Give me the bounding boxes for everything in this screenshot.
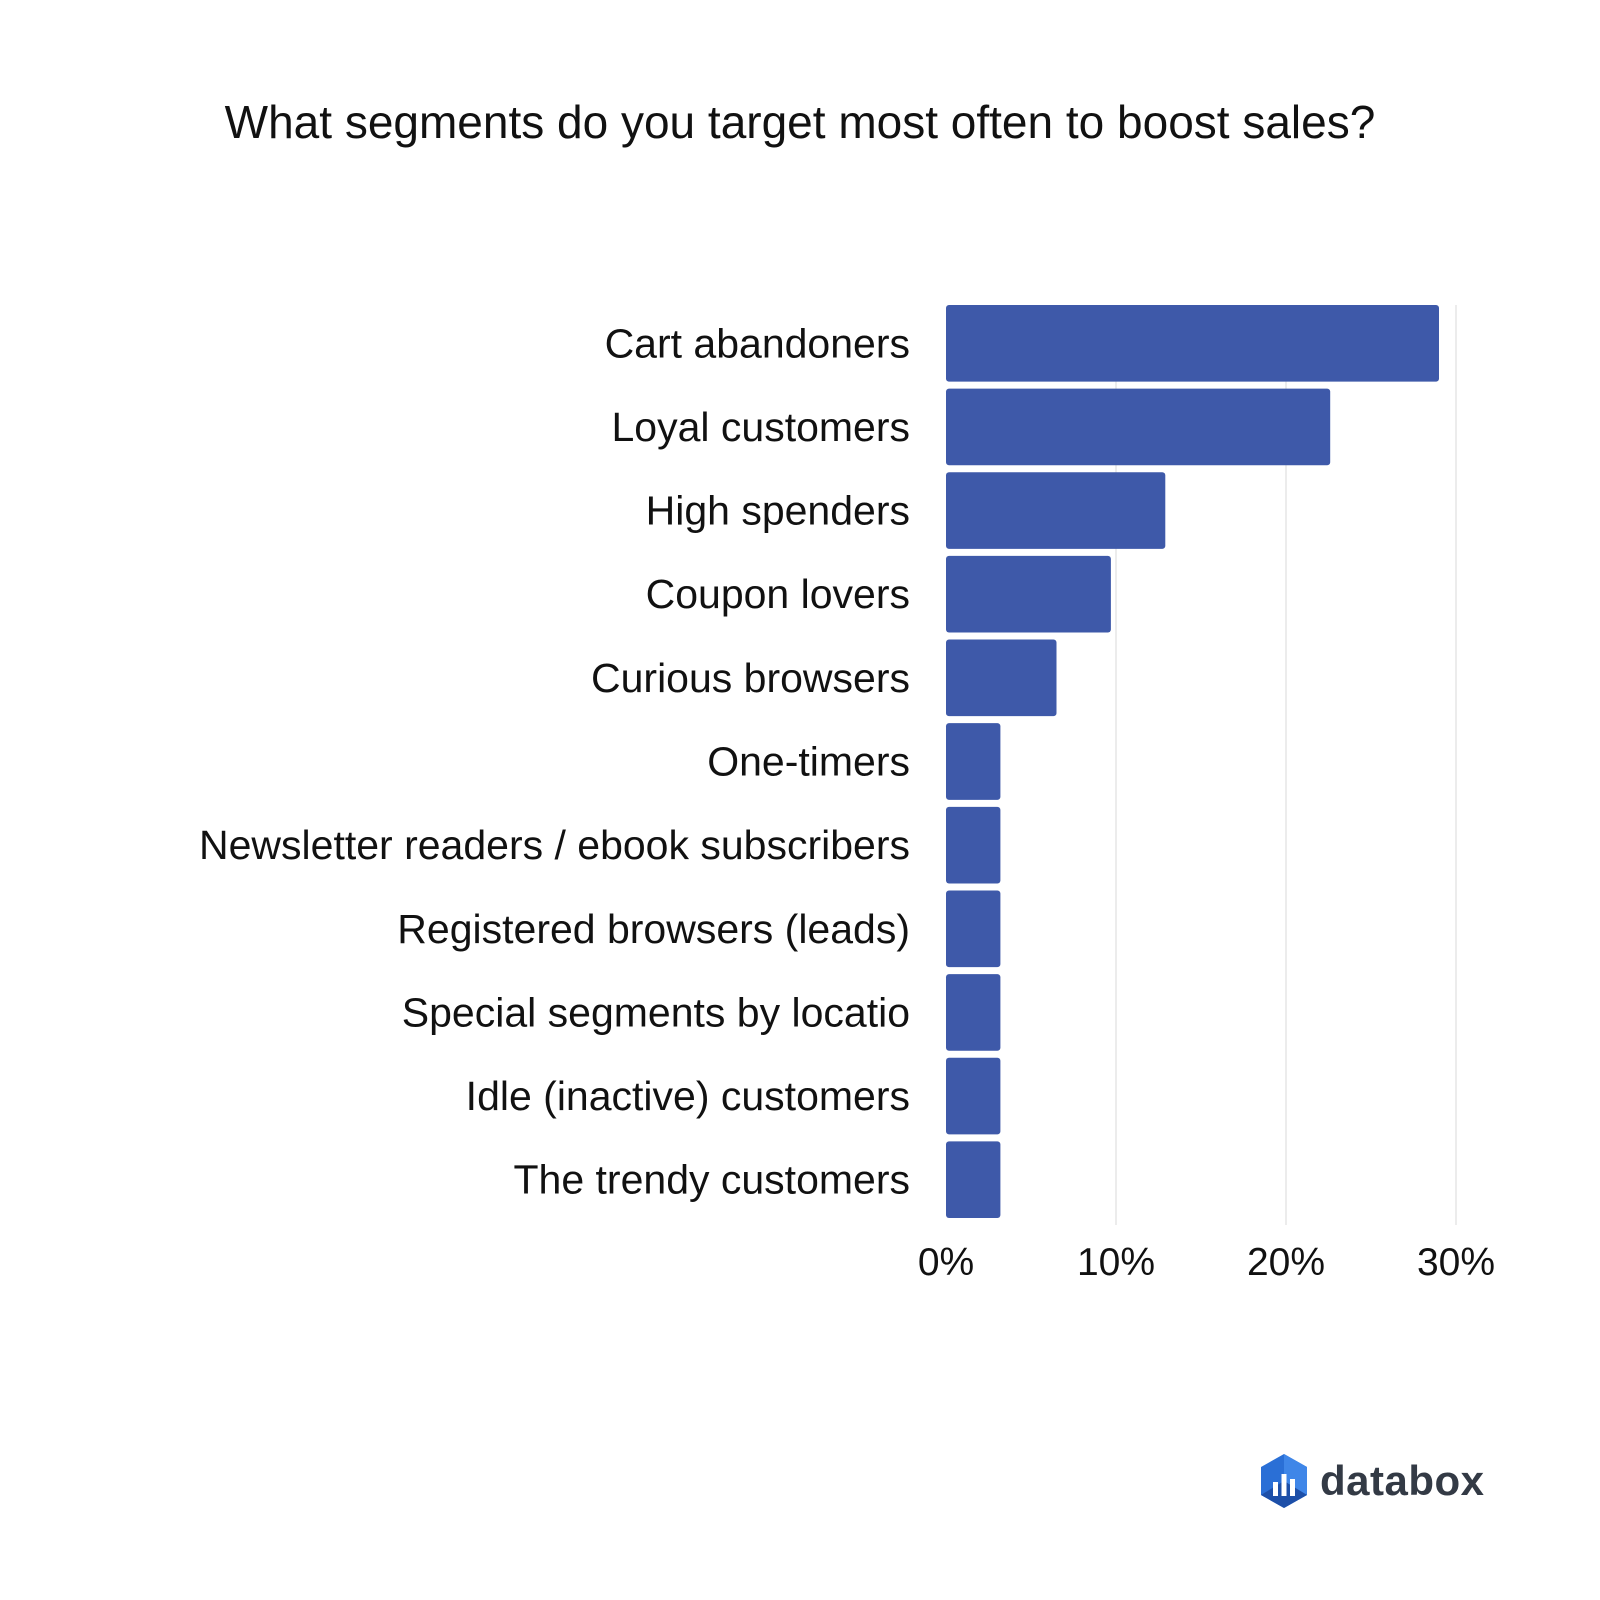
brand-name: databox (1320, 1457, 1485, 1504)
x-tick-label-2: 20% (1247, 1241, 1325, 1284)
category-label-9: Idle (inactive) customers (466, 1073, 910, 1119)
bar-3 (946, 555, 1111, 633)
category-label-5: One-timers (707, 739, 910, 785)
category-label-0: Cart abandoners (605, 320, 910, 366)
bar-7 (946, 890, 1001, 968)
category-label-8: Special segments by locatio (402, 989, 910, 1035)
category-label-7: Registered browsers (leads) (397, 906, 910, 952)
bar-2 (946, 472, 1166, 549)
category-label-6: Newsletter readers / ebook subscribers (199, 822, 910, 868)
x-tick-label-0: 0% (918, 1241, 974, 1284)
x-tick-label-3: 30% (1417, 1241, 1495, 1284)
bar-9 (946, 1057, 1001, 1135)
category-label-10: The trendy customers (514, 1157, 911, 1203)
bar-0 (946, 305, 1439, 382)
bar-1 (946, 388, 1331, 466)
brand: databox (1258, 1452, 1485, 1510)
category-label-3: Coupon lovers (646, 571, 910, 617)
category-label-2: High spenders (646, 488, 910, 534)
bar-5 (946, 723, 1001, 800)
chart-title: What segments do you target most often t… (224, 96, 1376, 148)
bar-6 (946, 806, 1001, 884)
bar-4 (946, 639, 1057, 717)
category-label-4: Curious browsers (591, 655, 910, 701)
x-tick-label-1: 10% (1077, 1241, 1155, 1284)
category-label-1: Loyal customers (611, 404, 910, 450)
databox-logo-icon (1261, 1454, 1307, 1508)
bar-10 (946, 1141, 1001, 1218)
bar-8 (946, 974, 1001, 1051)
